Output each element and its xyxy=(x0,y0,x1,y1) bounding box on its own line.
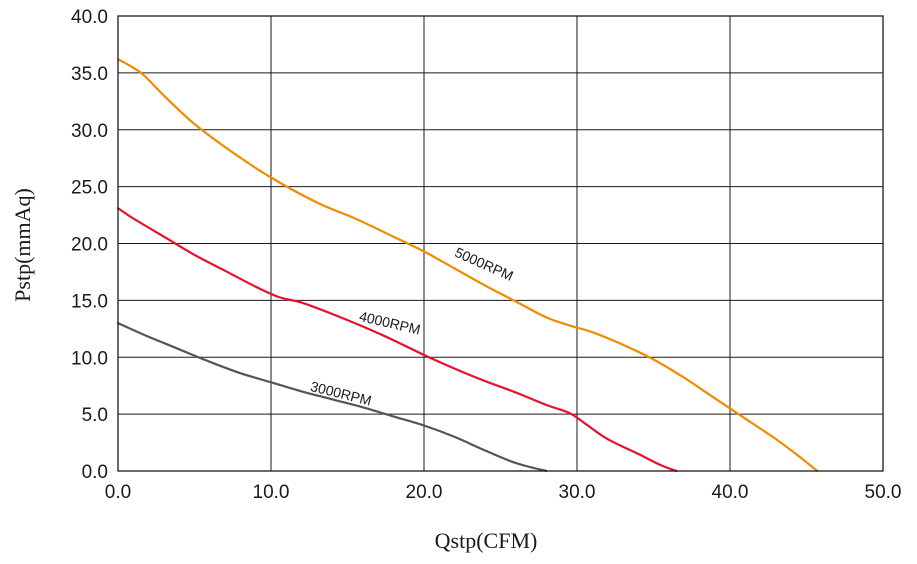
x-tick-label: 20.0 xyxy=(406,482,443,503)
x-tick-label: 10.0 xyxy=(253,482,290,503)
y-tick-label: 35.0 xyxy=(71,64,108,85)
x-tick-label: 40.0 xyxy=(712,482,749,503)
x-axis-label: Qstp(CFM) xyxy=(435,528,538,553)
plot-frame xyxy=(117,15,884,472)
y-tick-label: 20.0 xyxy=(71,235,108,256)
x-tick-label: 0.0 xyxy=(105,482,131,503)
x-tick-label: 50.0 xyxy=(865,482,902,503)
y-axis-label: Pstp(mmAq) xyxy=(10,188,35,302)
series-layer xyxy=(116,58,819,473)
y-tick-label: 10.0 xyxy=(71,348,108,369)
x-tick-labels: 0.0 10.0 20.0 30.0 40.0 50.0 xyxy=(105,482,902,503)
y-tick-label: 30.0 xyxy=(71,121,108,142)
series-line-4000rpm xyxy=(116,207,678,473)
y-tick-label: 25.0 xyxy=(71,178,108,199)
series-line-5000rpm xyxy=(116,58,819,473)
y-tick-labels: 0.0 5.0 10.0 15.0 20.0 25.0 30.0 35.0 40.0 xyxy=(71,7,108,483)
y-tick-label: 0.0 xyxy=(82,462,108,483)
x-tick-label: 30.0 xyxy=(559,482,596,503)
y-tick-label: 40.0 xyxy=(71,7,108,28)
y-tick-label: 5.0 xyxy=(82,405,108,426)
series-line-3000rpm xyxy=(116,322,548,473)
y-tick-label: 15.0 xyxy=(71,291,108,312)
